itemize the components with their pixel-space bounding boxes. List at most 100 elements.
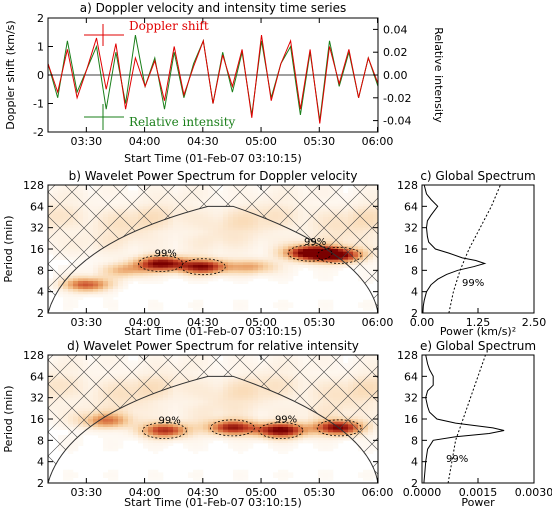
- b-cell: [163, 238, 169, 242]
- b-cell: [98, 257, 104, 260]
- b-cell: [308, 254, 314, 258]
- d-cell: [143, 403, 149, 406]
- d-cell: [138, 429, 144, 433]
- b-cell: [73, 283, 79, 287]
- b-cell: [193, 278, 199, 282]
- b-cell: [238, 265, 244, 268]
- b-cell: [213, 238, 219, 242]
- b-cell: [63, 289, 69, 292]
- d-cell: [183, 432, 189, 436]
- d-cell: [233, 445, 239, 449]
- d-cell: [133, 435, 139, 438]
- d-cell: [238, 421, 244, 425]
- b-cell: [188, 259, 194, 263]
- b-cell: [73, 275, 79, 279]
- b-cell: [283, 299, 289, 303]
- b-cell: [243, 281, 249, 284]
- d-cell: [183, 437, 189, 441]
- d-cell: [178, 440, 184, 444]
- d-cell: [113, 413, 119, 417]
- d-cell: [233, 440, 239, 444]
- d-cell: [108, 435, 114, 438]
- b-cell: [273, 233, 279, 236]
- b-cell: [233, 275, 239, 279]
- b-sig-contour: [287, 244, 333, 262]
- b-cell: [263, 267, 269, 271]
- d-cell: [218, 395, 224, 398]
- b-cell: [303, 262, 309, 266]
- b-cell: [238, 243, 244, 247]
- b-cell: [168, 254, 174, 258]
- b-cell: [303, 254, 309, 258]
- d-cell: [238, 451, 244, 454]
- a-x-tick-label: 03:30: [70, 135, 102, 148]
- b-cell: [208, 238, 214, 242]
- d-cell: [273, 443, 279, 446]
- d-cell: [243, 381, 249, 385]
- b-cell: [263, 243, 269, 247]
- b-cell: [253, 225, 259, 228]
- d-cell: [333, 432, 339, 436]
- b-cell: [198, 267, 204, 271]
- b-cell: [313, 249, 319, 252]
- b-cell: [318, 259, 324, 263]
- b-cell: [243, 267, 249, 271]
- b-cell: [218, 265, 224, 268]
- d-cell: [288, 411, 294, 414]
- b-cell: [248, 270, 254, 274]
- b-cell: [88, 262, 94, 266]
- d-cell: [323, 424, 329, 428]
- d-cell: [323, 429, 329, 433]
- d-cell: [313, 421, 319, 425]
- b-cell: [283, 265, 289, 268]
- d-cell: [148, 427, 154, 430]
- d-cell: [108, 432, 114, 436]
- b-cell: [248, 227, 254, 231]
- d-cell: [83, 429, 89, 433]
- b-cell: [343, 265, 349, 268]
- b-cell: [173, 257, 179, 260]
- d-cell: [213, 400, 219, 404]
- c-global-line: [422, 185, 487, 313]
- b-cell: [278, 259, 284, 263]
- d-cell: [223, 395, 229, 398]
- c-y-tick-label: 8: [411, 264, 418, 277]
- b-cell: [173, 251, 179, 255]
- d-cell: [293, 437, 299, 441]
- b-cell: [263, 222, 269, 226]
- d-cell: [273, 397, 279, 401]
- b-x-tick-label: 03:30: [70, 316, 102, 329]
- d-cell: [153, 392, 159, 396]
- b-cell: [193, 246, 199, 250]
- d-cell: [293, 443, 299, 446]
- d-cell: [303, 429, 309, 433]
- panel-c-plot-area: [422, 185, 501, 313]
- d-cell: [108, 445, 114, 449]
- d-cell: [103, 427, 109, 430]
- panel-c-frame: [421, 184, 535, 314]
- d-cell: [273, 400, 279, 404]
- d-cell: [123, 419, 129, 422]
- b-cell: [63, 307, 69, 311]
- b-cell: [188, 254, 194, 258]
- b-cell: [213, 254, 219, 258]
- b-cell: [223, 278, 229, 282]
- b-cell: [113, 243, 119, 247]
- b-cell: [253, 233, 259, 236]
- d-cell: [73, 448, 79, 452]
- d-cell: [163, 413, 169, 417]
- d-cell: [283, 445, 289, 449]
- d-cell: [328, 445, 334, 449]
- b-cell: [128, 249, 134, 252]
- b-cell: [228, 270, 234, 274]
- d-cell: [258, 440, 264, 444]
- b-cell: [208, 206, 214, 210]
- d-cell: [168, 424, 174, 428]
- d-cell: [208, 403, 214, 406]
- b-cell: [163, 275, 169, 279]
- b-cell: [188, 249, 194, 252]
- b-cell: [113, 267, 119, 271]
- b-cell: [238, 249, 244, 252]
- d-cell: [213, 427, 219, 430]
- b-cell: [173, 233, 179, 236]
